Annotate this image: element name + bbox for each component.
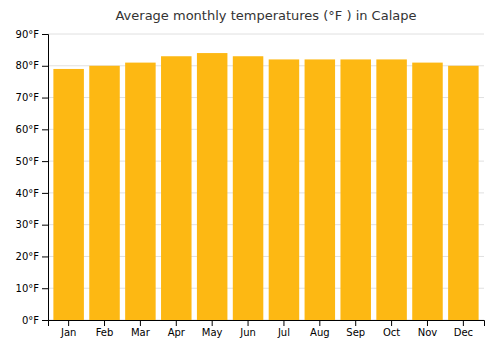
tick: Oct [383, 320, 400, 338]
tick: 30°F [16, 219, 48, 230]
tick-mark [176, 320, 177, 326]
tick: 70°F [16, 92, 48, 103]
tick: 0°F [22, 315, 48, 326]
tick-label: 30°F [16, 219, 40, 230]
bar [233, 56, 264, 320]
bar [412, 63, 443, 320]
tick-mark [42, 320, 48, 321]
tick: Sep [346, 320, 365, 338]
tick-mark [104, 320, 105, 326]
tick: Nov [418, 320, 438, 338]
tick-label: 80°F [16, 60, 40, 71]
tick-mark [42, 98, 48, 99]
tick: 40°F [16, 188, 48, 199]
tick-label: 0°F [22, 315, 39, 326]
tick-label: Oct [383, 327, 400, 338]
tick-label: Aug [310, 327, 330, 338]
tick-label: Jun [239, 327, 256, 338]
plot: 0°F 10°F 20°F 30°F 40°F 50°F 60°F 70°F 80°F 90°F J… [16, 29, 485, 338]
tick: 90°F [16, 29, 48, 40]
tick: Apr [168, 320, 186, 338]
bar [340, 59, 371, 320]
tick: 20°F [16, 251, 48, 262]
grid-line [48, 34, 484, 35]
tick-mark [463, 320, 464, 326]
tick: 60°F [16, 124, 48, 135]
tick-mark [42, 129, 48, 130]
tick-label: Mar [131, 327, 151, 338]
tick-label: Dec [454, 327, 473, 338]
tick-label: 10°F [16, 283, 40, 294]
bar [376, 59, 407, 320]
tick-label: Apr [168, 327, 186, 338]
axis-line [42, 35, 49, 321]
tick-label: 70°F [16, 92, 40, 103]
tick-label: Sep [346, 327, 365, 338]
tick-mark [42, 256, 48, 257]
tick-label: 90°F [16, 29, 40, 40]
tick-label: May [202, 327, 223, 338]
tick-label: Nov [418, 327, 438, 338]
bar [125, 63, 156, 320]
tick-mark [212, 320, 213, 326]
tick-label: 50°F [16, 156, 40, 167]
tick: Feb [96, 320, 114, 338]
title: Average monthly temperatures (°F ) in Ca… [115, 8, 416, 23]
bar [89, 66, 120, 320]
bar [161, 56, 192, 320]
tick-mark [319, 320, 320, 326]
bar [305, 59, 336, 320]
tick: Jul [277, 320, 290, 338]
x-axis: Jan Feb Mar Apr May Jun Jul Aug Sep Oct Nov Dec [49, 320, 485, 338]
tick-mark [42, 34, 48, 35]
tick-label: 20°F [16, 251, 40, 262]
tick-label: Jan [60, 327, 76, 338]
tick-label: 60°F [16, 124, 40, 135]
tick-label: Jul [277, 327, 290, 338]
tick-mark [42, 66, 48, 67]
tick: Mar [131, 320, 151, 338]
tick-mark [355, 320, 356, 326]
tick-mark [283, 320, 284, 326]
bar [448, 66, 479, 320]
tick-mark [140, 320, 141, 326]
tick: May [202, 320, 223, 338]
tick-mark [248, 320, 249, 326]
tick: 80°F [16, 60, 48, 71]
tick: Jun [239, 320, 256, 338]
grid [48, 34, 484, 320]
tick: Jan [60, 320, 76, 338]
tick-mark [391, 320, 392, 326]
tick-mark [42, 225, 48, 226]
bars [53, 53, 478, 320]
tick: 50°F [16, 156, 48, 167]
tick-mark [42, 193, 48, 194]
chart: 0°F 10°F 20°F 30°F 40°F 50°F 60°F 70°F 80°F 90°F J… [0, 0, 500, 350]
tick: Aug [310, 320, 330, 338]
tick-label: Feb [96, 327, 114, 338]
bar [53, 69, 84, 320]
tick-label: 40°F [16, 188, 40, 199]
tick-mark [68, 320, 69, 326]
tick: 10°F [16, 283, 48, 294]
tick-mark [427, 320, 428, 326]
axis-line [49, 321, 485, 327]
tick: Dec [454, 320, 473, 338]
bar [197, 53, 228, 320]
tick-mark [42, 161, 48, 162]
tick-mark [42, 288, 48, 289]
bar [269, 59, 300, 320]
y-axis: 0°F 10°F 20°F 30°F 40°F 50°F 60°F 70°F 80°F 90°F [16, 29, 49, 326]
